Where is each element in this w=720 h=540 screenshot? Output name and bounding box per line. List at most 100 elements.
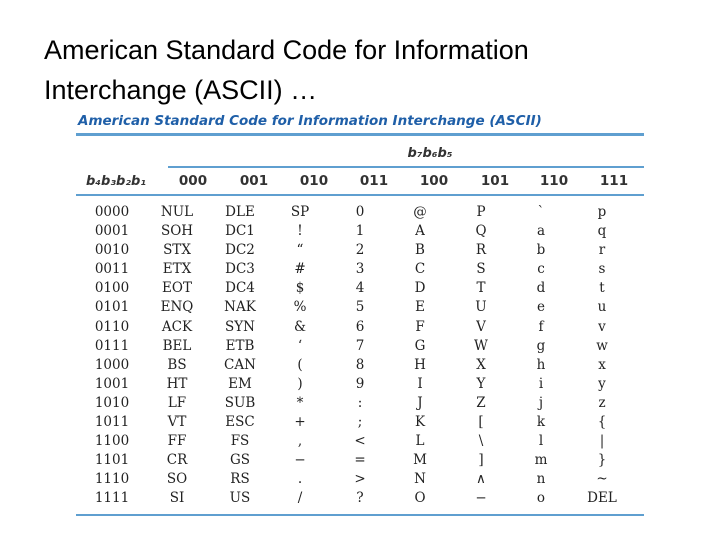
- ascii-cell: ETB: [225, 337, 255, 354]
- ascii-cell: DC1: [225, 223, 255, 240]
- table-row: 1101 CR GS − = M] m}: [80, 451, 634, 470]
- ascii-cell: >: [354, 471, 366, 488]
- ascii-cell: q: [597, 223, 607, 240]
- ascii-cell: p: [597, 204, 607, 220]
- table-caption: American Standard Code for Information I…: [78, 113, 542, 129]
- ascii-cell: <: [354, 433, 366, 450]
- ascii-cell: &: [293, 318, 307, 335]
- table-row: 1111 SI US /? O − o DEL: [80, 489, 634, 508]
- row-bits-cell: 1011: [94, 414, 130, 431]
- ascii-cell: SYN: [225, 318, 255, 335]
- ascii-cell: DC3: [225, 261, 255, 278]
- column-header-000: 000: [178, 173, 208, 189]
- ascii-cell: SO: [166, 471, 188, 488]
- ascii-cell: 5: [355, 299, 365, 316]
- ascii-cell: j: [538, 394, 544, 411]
- ascii-cell: G: [414, 337, 426, 354]
- ascii-cell: m: [534, 452, 548, 469]
- ascii-cell: LF: [167, 394, 187, 411]
- ascii-cell: FF: [167, 433, 187, 450]
- column-header-100: 100: [419, 173, 449, 189]
- ascii-cell: z: [598, 394, 606, 411]
- row-bits-cell: 0011: [94, 261, 130, 278]
- ascii-cell: |: [599, 433, 605, 450]
- ascii-cell: !: [297, 223, 303, 240]
- ascii-cell: K: [414, 414, 426, 431]
- ascii-cell: 1: [355, 223, 365, 240]
- ascii-cell: k: [536, 414, 546, 431]
- column-group-header: b₇b₆b₅: [407, 146, 453, 161]
- table-row: 0000 NUL DLE SP 0 @ P ` p: [80, 203, 634, 222]
- row-bits-cell: 0001: [94, 223, 130, 240]
- ascii-cell: /: [297, 490, 303, 507]
- column-header-010: 010: [299, 173, 329, 189]
- ascii-cell: i: [538, 375, 544, 392]
- table-row: 1110 SO RS. > N ∧ n ~: [80, 470, 634, 489]
- ascii-cell: (: [297, 356, 303, 373]
- ascii-cell: 8: [355, 356, 365, 373]
- ascii-cell: b: [536, 242, 546, 259]
- ascii-cell: NAK: [224, 299, 256, 316]
- ascii-cell: Q: [475, 223, 487, 240]
- row-bits-cell: 1100: [94, 433, 130, 450]
- ascii-cell: C: [414, 261, 426, 278]
- ascii-cell: @: [413, 204, 427, 220]
- ascii-cell: DLE: [225, 204, 255, 220]
- ascii-cell: I: [417, 375, 423, 392]
- row-bits-cell: 0111: [94, 337, 130, 354]
- ascii-cell: =: [354, 452, 366, 469]
- ascii-cell: R: [475, 242, 487, 259]
- table-top-rule: [76, 133, 644, 136]
- ascii-cell: S: [476, 261, 486, 278]
- ascii-cell: ?: [356, 490, 364, 507]
- ascii-cell: d: [536, 280, 546, 297]
- ascii-cell: −: [475, 490, 487, 507]
- ascii-cell: %: [293, 299, 307, 316]
- row-bits-cell: 1110: [94, 471, 130, 488]
- ascii-cell: V: [476, 318, 486, 335]
- ascii-cell: *: [296, 394, 304, 411]
- row-bits-cell: 0010: [94, 242, 130, 259]
- slide-title-line-1: American Standard Code for Information: [44, 35, 529, 65]
- ascii-cell: r: [598, 242, 606, 259]
- ascii-cell: f: [538, 318, 544, 335]
- ascii-cell: −: [294, 452, 306, 469]
- ascii-cell: 6: [355, 318, 365, 335]
- ascii-cell: DC4: [225, 280, 255, 297]
- ascii-cell: s: [598, 261, 606, 278]
- ascii-cell: BEL: [162, 337, 192, 354]
- ascii-cell: STX: [163, 242, 191, 259]
- ascii-cell: 3: [355, 261, 365, 278]
- column-header-111: 111: [599, 173, 629, 189]
- ascii-cell: ETX: [162, 261, 192, 278]
- ascii-cell: Z: [476, 394, 486, 411]
- column-header-110: 110: [539, 173, 569, 189]
- ascii-cell: N: [414, 471, 426, 488]
- ascii-cell: c: [537, 261, 545, 278]
- row-bits-cell: 1010: [94, 394, 130, 411]
- ascii-cell: SP: [290, 204, 310, 220]
- ascii-cell: DC2: [225, 242, 255, 259]
- column-header-001: 001: [239, 173, 269, 189]
- group-header-rule: [168, 166, 644, 168]
- ascii-cell: SI: [169, 490, 185, 507]
- ascii-cell: w: [596, 337, 608, 354]
- table-bottom-rule: [76, 514, 644, 516]
- ascii-cell: O: [414, 490, 426, 507]
- ascii-cell: t: [599, 280, 605, 297]
- ascii-cell: GS: [229, 452, 251, 469]
- ascii-cell: ‘: [297, 337, 303, 354]
- ascii-cell: 0: [355, 204, 365, 220]
- row-bits-cell: 1101: [94, 452, 130, 469]
- ascii-cell: [: [478, 414, 484, 431]
- ascii-cell: DEL: [587, 490, 617, 507]
- header-bottom-rule: [76, 194, 644, 196]
- column-header-101: 101: [480, 173, 510, 189]
- ascii-cell: ACK: [161, 318, 193, 335]
- ascii-cell: RS: [230, 471, 250, 488]
- ascii-cell: B: [415, 242, 425, 259]
- ascii-cell: v: [598, 318, 606, 335]
